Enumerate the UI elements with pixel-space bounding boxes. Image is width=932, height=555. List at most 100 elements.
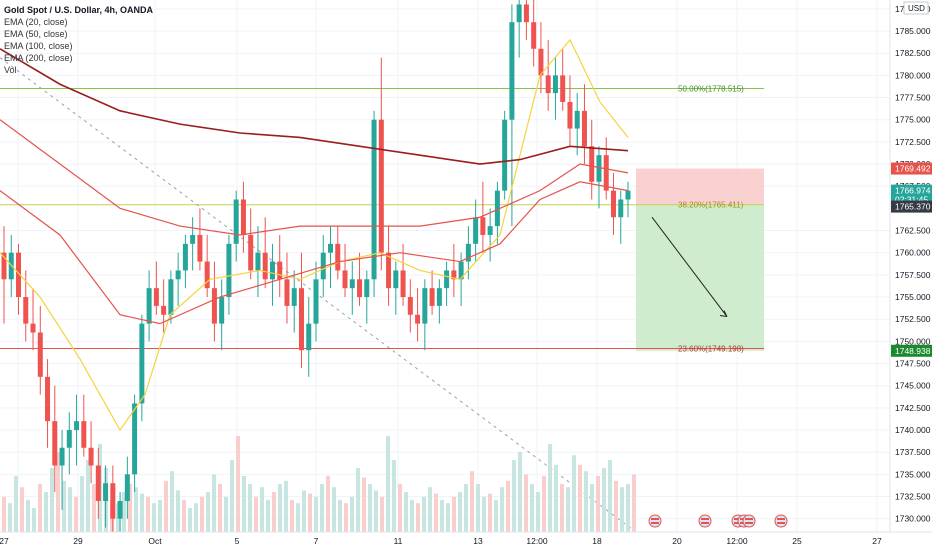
candle-body [211, 288, 217, 324]
time-tick-label: 27 [872, 536, 882, 546]
volume-bar [320, 484, 324, 532]
volume-bar [188, 508, 192, 532]
volume-bar [392, 460, 396, 532]
forecast-arrowhead [719, 310, 728, 318]
candle-body [335, 243, 341, 271]
price-axis-bg [890, 0, 932, 532]
flag-stripe [651, 522, 659, 524]
volume-bar [470, 471, 474, 532]
candle-body [45, 376, 51, 422]
event-marker[interactable] [648, 514, 662, 528]
volume-bar [548, 444, 552, 532]
candle [161, 279, 167, 333]
legend-ema200[interactable]: EMA (200, close) [4, 53, 73, 63]
event-marker[interactable] [742, 514, 756, 528]
fib-label: 50.00%(1778.515) [678, 85, 744, 94]
candle [523, 0, 529, 40]
candle [538, 22, 544, 94]
candle-body [422, 288, 428, 324]
volume-bar [158, 500, 162, 532]
candle-body [95, 465, 101, 501]
candle [444, 261, 450, 306]
volume-bar [374, 490, 378, 532]
price-tick-label: 1737.500 [895, 447, 931, 457]
volume-bar [464, 484, 468, 532]
candle-body [306, 323, 312, 351]
candle [74, 394, 80, 466]
take-profit-zone [636, 204, 764, 351]
candle [23, 270, 29, 342]
candle-body [255, 252, 261, 271]
flag-stripe [777, 518, 785, 520]
candle-body [509, 22, 515, 120]
forecast-arrow [651, 216, 728, 317]
candle [480, 181, 486, 253]
candle-body [560, 75, 566, 102]
event-marker[interactable] [774, 514, 788, 528]
candle-body [357, 279, 363, 298]
volume-bar [20, 487, 24, 532]
candle [364, 270, 370, 324]
volume-bar [596, 476, 600, 532]
candle-body [37, 332, 43, 377]
candle [248, 208, 254, 280]
candle [429, 270, 435, 315]
candle-body [581, 110, 587, 147]
time-tick-label: Oct [148, 536, 162, 546]
candle [407, 279, 413, 333]
price-label: 02:31:45 [895, 195, 928, 205]
volume-bar [614, 480, 618, 532]
price-tick-label: 1762.500 [895, 226, 931, 236]
price-label-bg [891, 344, 932, 357]
volume-bar [248, 484, 252, 532]
price-label-bg [891, 200, 932, 213]
volume-bar [272, 492, 276, 532]
candle [269, 243, 275, 306]
volume-bar [386, 436, 390, 532]
candle [226, 234, 232, 315]
candle [66, 412, 72, 475]
ema200-line [0, 48, 629, 165]
volume-bar [152, 503, 156, 532]
volume-bar [590, 484, 594, 532]
flag-stripe [745, 518, 753, 520]
volume-bar [368, 484, 372, 532]
legend-vol[interactable]: Vol [4, 65, 17, 75]
price-tick-label: 1782.500 [895, 48, 931, 58]
ema20-line [0, 38, 629, 432]
candle-body [1, 252, 7, 280]
volume-bar [236, 436, 240, 532]
volume-bar [404, 492, 408, 532]
candle [581, 84, 587, 165]
volume-bar [308, 493, 312, 532]
event-marker[interactable] [698, 514, 712, 528]
candle [436, 279, 442, 324]
price-label: 1766.974 [895, 186, 931, 196]
time-tick-label: 11 [394, 536, 403, 546]
candle [306, 297, 312, 377]
volume-bar [230, 460, 234, 532]
candle [81, 394, 87, 457]
candle [45, 359, 51, 448]
legend-ema20[interactable]: EMA (20, close) [4, 17, 68, 27]
candle [589, 119, 595, 200]
symbol-title[interactable]: Gold Spot / U.S. Dollar, 4h, OANDA [4, 5, 154, 15]
price-tick-label: 1777.500 [895, 93, 931, 103]
volume-bar [206, 492, 210, 532]
volume-bar [344, 503, 348, 532]
candle [88, 421, 94, 484]
legend-ema100[interactable]: EMA (100, close) [4, 41, 73, 51]
volume-bar [302, 490, 306, 532]
time-tick-label: 12:00 [526, 536, 548, 546]
candle-body [444, 270, 450, 289]
legend-ema50[interactable]: EMA (50, close) [4, 29, 68, 39]
price-tick-label: 1750.000 [895, 336, 931, 346]
volume-bar [506, 480, 510, 532]
candle [30, 288, 36, 351]
volume-bar [518, 452, 522, 532]
volume-bar [26, 500, 30, 532]
volume-bar [284, 480, 288, 532]
volume-bar [44, 492, 48, 532]
